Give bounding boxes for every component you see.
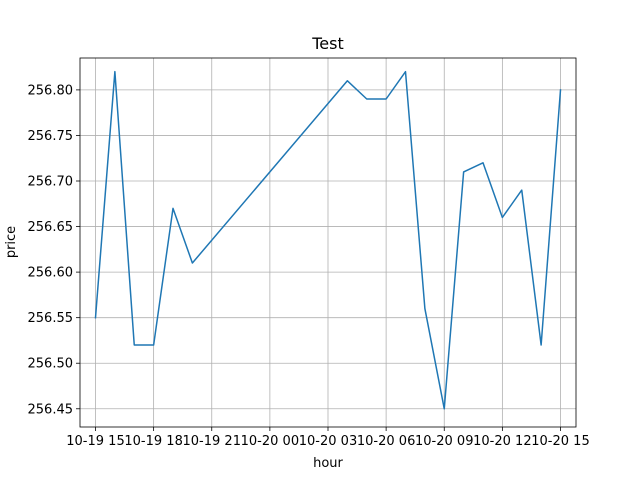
x-axis-label: hour xyxy=(313,456,343,471)
chart-title: Test xyxy=(311,34,344,53)
y-tick-label: 256.80 xyxy=(28,83,74,98)
x-axis: 10-19 15 10-19 18 10-19 21 10-20 00 10-20 03… xyxy=(66,427,590,449)
x-tick-label: 10-20 09 xyxy=(415,434,473,449)
data-point xyxy=(482,161,485,164)
data-point xyxy=(423,307,426,310)
grid xyxy=(80,58,576,427)
data-point xyxy=(462,170,465,173)
x-tick-label: 10-19 18 xyxy=(124,434,182,449)
x-tick-label: 10-20 06 xyxy=(357,434,415,449)
series-line xyxy=(94,70,562,410)
y-tick-label: 256.75 xyxy=(28,129,74,144)
x-tick-label: 10-20 12 xyxy=(473,434,531,449)
data-point xyxy=(346,79,349,82)
data-point xyxy=(404,70,407,73)
x-tick-label: 10-19 15 xyxy=(66,434,124,449)
data-point xyxy=(113,70,116,73)
series-layer xyxy=(94,70,562,410)
data-point xyxy=(443,407,446,410)
data-point xyxy=(94,316,97,319)
y-axis-label: price xyxy=(4,226,19,258)
y-tick-label: 256.70 xyxy=(28,175,74,190)
y-tick-label: 256.55 xyxy=(28,311,74,326)
x-tick-label: 10-20 15 xyxy=(531,434,589,449)
y-tick-label: 256.60 xyxy=(28,266,74,281)
x-tick-label: 10-20 03 xyxy=(299,434,357,449)
data-point xyxy=(540,344,543,347)
data-point xyxy=(133,344,136,347)
data-point xyxy=(559,88,562,91)
y-tick-label: 256.50 xyxy=(28,357,74,372)
data-point xyxy=(172,207,175,210)
data-point xyxy=(520,189,523,192)
data-point xyxy=(191,262,194,265)
data-point xyxy=(365,98,368,101)
y-tick-label: 256.65 xyxy=(28,220,74,235)
y-axis: 256.45 256.50 256.55 256.60 256.65 256.70 256.… xyxy=(28,83,80,417)
data-point xyxy=(501,216,504,219)
x-tick-label: 10-20 00 xyxy=(241,434,299,449)
data-point xyxy=(152,344,155,347)
x-tick-label: 10-19 21 xyxy=(183,434,241,449)
data-point xyxy=(385,98,388,101)
y-tick-label: 256.45 xyxy=(28,402,74,417)
